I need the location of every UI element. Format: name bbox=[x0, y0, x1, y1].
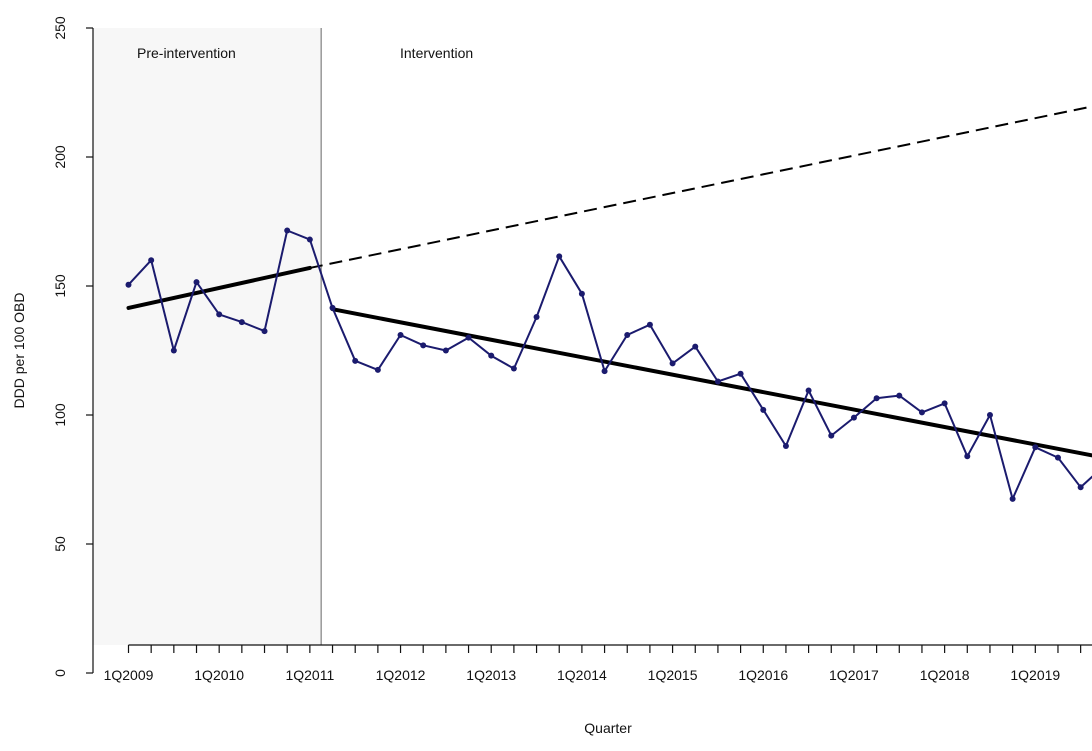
data-point bbox=[125, 281, 132, 288]
pre-intervention-shading bbox=[93, 28, 322, 645]
data-point bbox=[284, 227, 291, 234]
x-tick-label: 1Q2016 bbox=[738, 667, 788, 683]
data-point bbox=[896, 392, 903, 399]
data-point bbox=[737, 370, 744, 377]
trend-line-counterfactual bbox=[309, 105, 1092, 269]
series-line bbox=[127, 229, 1092, 500]
data-point bbox=[170, 347, 177, 354]
y-axis: 0 50 100 150 200 250 bbox=[52, 16, 94, 677]
data-point bbox=[488, 352, 495, 359]
x-tick-label: 1Q2018 bbox=[920, 667, 970, 683]
y-tick-label: 250 bbox=[52, 16, 68, 40]
phase-label-intervention: Intervention bbox=[400, 45, 473, 61]
data-point bbox=[420, 342, 427, 349]
x-tick-label: 1Q2013 bbox=[466, 667, 516, 683]
data-point bbox=[873, 395, 880, 402]
data-point bbox=[1009, 495, 1016, 502]
y-tick-label: 150 bbox=[52, 274, 68, 298]
x-tick-label: 1Q2019 bbox=[1010, 667, 1060, 683]
data-point bbox=[442, 347, 449, 354]
data-point bbox=[510, 365, 517, 372]
data-point bbox=[465, 334, 472, 341]
data-point bbox=[533, 313, 540, 320]
data-point bbox=[964, 453, 971, 460]
data-point bbox=[556, 253, 563, 260]
data-point bbox=[669, 360, 676, 367]
x-tick-label: 1Q2010 bbox=[194, 667, 244, 683]
x-tick-label: 1Q2009 bbox=[104, 667, 154, 683]
data-point bbox=[578, 290, 585, 297]
data-point bbox=[397, 332, 404, 339]
data-point bbox=[238, 319, 245, 326]
data-point bbox=[601, 368, 608, 375]
data-point bbox=[352, 357, 359, 364]
y-axis-title: DDD per 100 OBD bbox=[11, 293, 27, 409]
data-point bbox=[216, 311, 223, 318]
data-point bbox=[374, 366, 381, 373]
data-point bbox=[329, 304, 336, 311]
data-point bbox=[148, 257, 155, 264]
y-tick-label: 200 bbox=[52, 145, 68, 169]
x-tick-label: 1Q2017 bbox=[829, 667, 879, 683]
data-point bbox=[941, 400, 948, 407]
x-tick-label: 1Q2015 bbox=[648, 667, 698, 683]
trend-line-pre bbox=[126, 265, 312, 310]
data-point bbox=[261, 328, 268, 335]
data-point bbox=[918, 409, 925, 416]
data-point bbox=[782, 442, 789, 449]
x-axis-title: Quarter bbox=[584, 720, 632, 736]
data-point bbox=[624, 332, 631, 339]
data-point bbox=[760, 406, 767, 413]
x-tick-label: 1Q2011 bbox=[285, 667, 334, 683]
data-point bbox=[1054, 454, 1061, 461]
phase-label-pre-intervention: Pre-intervention bbox=[137, 45, 236, 61]
data-point bbox=[828, 432, 835, 439]
data-point bbox=[193, 279, 200, 286]
x-tick-label: 1Q2014 bbox=[557, 667, 607, 683]
x-axis: 1Q2009 1Q2010 1Q2011 1Q2012 1Q2013 1Q2014 1Q20… bbox=[104, 644, 1092, 683]
data-point bbox=[986, 412, 993, 418]
x-tick-label: 1Q2012 bbox=[376, 667, 426, 683]
data-point bbox=[646, 321, 653, 328]
data-point bbox=[1032, 444, 1039, 451]
data-series bbox=[125, 227, 1092, 502]
data-point bbox=[805, 387, 812, 394]
data-point bbox=[714, 378, 721, 385]
y-tick-label: 0 bbox=[52, 669, 68, 677]
data-point bbox=[850, 414, 857, 421]
y-tick-label: 50 bbox=[52, 536, 68, 552]
data-point bbox=[692, 343, 699, 350]
data-point bbox=[1077, 484, 1084, 491]
y-tick-label: 100 bbox=[52, 403, 68, 427]
data-point bbox=[306, 236, 313, 243]
